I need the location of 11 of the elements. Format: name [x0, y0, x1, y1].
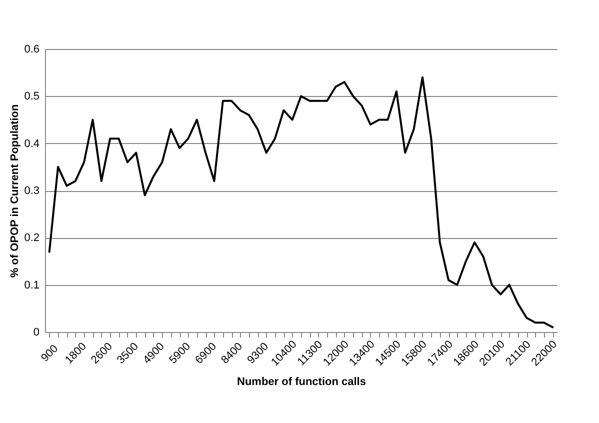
x-axis-title: Number of function calls [237, 376, 366, 388]
y-tick-label: 0.3 [24, 185, 40, 197]
x-tick-label: 900 [39, 342, 61, 364]
y-tick-label: 0 [33, 326, 40, 338]
y-tick-label: 0.1 [24, 279, 40, 292]
y-tick-label: 0.4 [24, 138, 40, 150]
y-tick-label: 0.6 [24, 44, 40, 56]
y-tick-label: 0.2 [24, 232, 40, 244]
y-axis-title: % of OPOP in Current Population [9, 104, 22, 278]
y-tick-label: 0.5 [24, 90, 40, 103]
line-series [48, 76, 554, 328]
